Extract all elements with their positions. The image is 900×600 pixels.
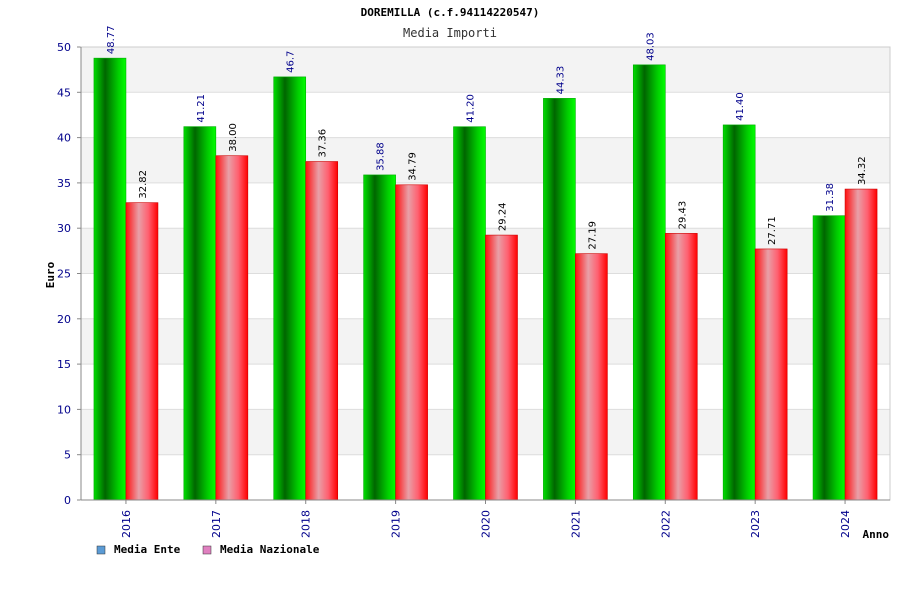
value-label-media-ente-2016: 48.77 bbox=[106, 26, 117, 55]
y-tick-label: 15 bbox=[57, 358, 71, 371]
x-tick-label-2018: 2018 bbox=[300, 510, 313, 538]
bars bbox=[93, 57, 878, 501]
y-tick-label: 50 bbox=[57, 41, 71, 54]
value-label-media-ente-2022: 48.03 bbox=[645, 32, 656, 61]
grid-band bbox=[81, 47, 890, 93]
y-tick-label: 5 bbox=[64, 449, 71, 462]
value-label-media-nazionale-2024: 34.32 bbox=[857, 156, 868, 185]
legend-label-media-ente: Media Ente bbox=[114, 543, 181, 556]
value-label-media-nazionale-2021: 27.19 bbox=[587, 221, 598, 250]
value-label-media-ente-2021: 44.33 bbox=[555, 66, 566, 95]
chart-title: DOREMILLA (c.f.94114220547) bbox=[361, 6, 540, 19]
legend-swatch-media-nazionale bbox=[202, 545, 212, 555]
legend-swatch-media-ente bbox=[96, 545, 106, 555]
value-label-media-nazionale-2018: 37.36 bbox=[318, 129, 329, 158]
bar-media-ente-2018 bbox=[273, 76, 307, 501]
x-tick-label-2024: 2024 bbox=[839, 510, 852, 538]
y-tick-label: 40 bbox=[57, 132, 71, 145]
bar-media-nazionale-2019 bbox=[395, 184, 428, 501]
x-tick-label-2019: 2019 bbox=[390, 510, 403, 538]
x-tick-label-2021: 2021 bbox=[569, 510, 582, 538]
x-tick-label-2022: 2022 bbox=[659, 510, 672, 538]
bar-media-ente-2022 bbox=[632, 64, 666, 501]
axes: 0 5 10 15 20 25 30 35 40 45 50 2016 2017 2018 2019 2020… bbox=[57, 41, 891, 538]
x-tick-label-2020: 2020 bbox=[480, 510, 493, 538]
value-label-media-nazionale-2016: 32.82 bbox=[138, 170, 149, 199]
bar-media-ente-2017 bbox=[183, 126, 217, 501]
value-label-media-ente-2018: 46.7 bbox=[286, 51, 297, 73]
legend-label-media-nazionale: Media Nazionale bbox=[220, 543, 320, 556]
bar-media-ente-2019 bbox=[363, 174, 396, 501]
bar-media-ente-2023 bbox=[722, 124, 756, 501]
y-tick-label: 0 bbox=[64, 494, 71, 507]
legend: Media Ente Media Nazionale bbox=[96, 543, 320, 556]
x-tick-label-2016: 2016 bbox=[120, 510, 133, 538]
bar-media-ente-2020 bbox=[453, 126, 486, 501]
bar-media-nazionale-2017 bbox=[215, 155, 249, 501]
value-label-media-ente-2019: 35.88 bbox=[376, 142, 387, 171]
bar-media-nazionale-2022 bbox=[664, 233, 698, 501]
value-label-media-ente-2023: 41.40 bbox=[735, 92, 746, 121]
bar-media-nazionale-2021 bbox=[575, 253, 608, 501]
value-label-media-nazionale-2020: 29.24 bbox=[498, 202, 509, 231]
bar-media-nazionale-2018 bbox=[305, 161, 339, 501]
x-axis-label: Anno bbox=[863, 528, 890, 541]
y-tick-label: 20 bbox=[57, 313, 71, 326]
y-tick-label: 25 bbox=[57, 268, 71, 281]
bar-media-nazionale-2023 bbox=[754, 248, 788, 501]
bar-media-ente-2016 bbox=[93, 57, 127, 501]
value-labels: 48.77 32.82 41.21 38.00 46.7 37.36 35.88 34.79 4… bbox=[106, 26, 868, 250]
value-label-media-nazionale-2022: 29.43 bbox=[677, 201, 688, 230]
y-tick-label: 45 bbox=[57, 86, 71, 99]
bar-media-ente-2024 bbox=[812, 215, 846, 501]
y-tick-label: 10 bbox=[57, 403, 71, 416]
y-tick-label: 30 bbox=[57, 222, 71, 235]
y-tick-label: 35 bbox=[57, 177, 71, 190]
value-label-media-ente-2020: 41.20 bbox=[466, 94, 477, 123]
chart-subtitle: Media Importi bbox=[403, 26, 497, 40]
value-label-media-ente-2017: 41.21 bbox=[196, 94, 207, 123]
x-tick-label-2017: 2017 bbox=[210, 510, 223, 538]
bar-media-nazionale-2020 bbox=[485, 234, 518, 501]
bar-media-ente-2021 bbox=[543, 98, 576, 501]
value-label-media-ente-2024: 31.38 bbox=[825, 183, 836, 212]
x-tick-label-2023: 2023 bbox=[749, 510, 762, 538]
bar-media-nazionale-2016 bbox=[125, 202, 159, 501]
y-axis-label: Euro bbox=[44, 261, 57, 288]
value-label-media-nazionale-2019: 34.79 bbox=[408, 152, 419, 181]
bar-media-nazionale-2024 bbox=[844, 188, 878, 501]
value-label-media-nazionale-2023: 27.71 bbox=[767, 216, 778, 245]
value-label-media-nazionale-2017: 38.00 bbox=[228, 123, 239, 152]
